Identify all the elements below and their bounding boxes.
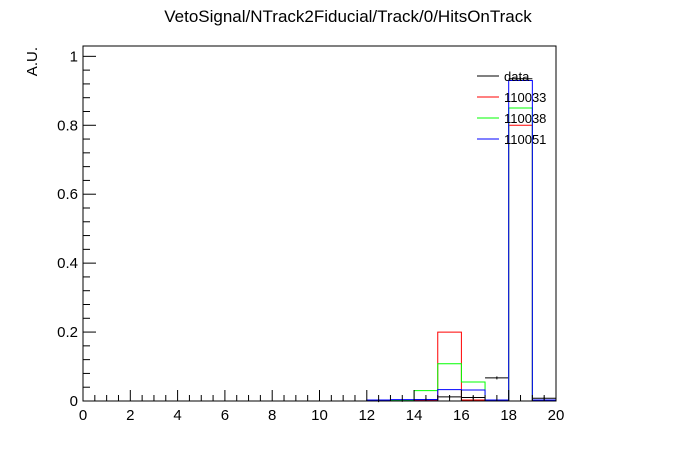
x-tick-label: 12	[358, 407, 375, 424]
data-point	[508, 77, 533, 81]
plot-frame	[82, 45, 557, 402]
y-tick-label: 0.2	[57, 324, 78, 341]
chart-title: VetoSignal/NTrack2Fiducial/Track/0/HitsO…	[164, 7, 532, 26]
legend-label: 110033	[504, 90, 546, 105]
legend-entry: 110033	[477, 90, 546, 105]
x-tick-label: 2	[126, 407, 134, 424]
x-tick-label: 16	[453, 407, 470, 424]
legend-entry: 110038	[477, 111, 546, 126]
y-tick-label: 0.6	[57, 186, 78, 203]
x-tick-label: 14	[406, 407, 423, 424]
x-tick-label: 20	[548, 407, 565, 424]
x-tick-label: 10	[311, 407, 328, 424]
legend: data 110033 110038 110051	[477, 69, 546, 147]
axes-layer: 0 2 4 6 8 10 12 14 16 18 20 0 0.2 0.4 0.6 0.8 1	[57, 45, 565, 424]
legend-entry: data	[477, 69, 530, 84]
x-tick-label: 18	[500, 407, 517, 424]
series-step-line	[366, 124, 557, 401]
x-tick-label: 4	[173, 407, 181, 424]
y-tick-label: 1	[70, 48, 78, 65]
x-tick-label: 0	[79, 407, 87, 424]
series-110033	[366, 124, 557, 401]
y-tick-label: 0.8	[57, 117, 78, 134]
y-tick-label: 0.4	[57, 255, 78, 272]
legend-label: data	[504, 69, 530, 84]
x-tick-label: 6	[221, 407, 229, 424]
x-tick-label: 8	[268, 407, 276, 424]
y-tick-label: 0	[70, 393, 78, 410]
y-axis-label: A.U.	[24, 47, 41, 76]
legend-label: 110051	[504, 132, 546, 147]
legend-label: 110038	[504, 111, 546, 126]
data-point	[485, 376, 509, 380]
legend-entry: 110051	[477, 132, 546, 147]
